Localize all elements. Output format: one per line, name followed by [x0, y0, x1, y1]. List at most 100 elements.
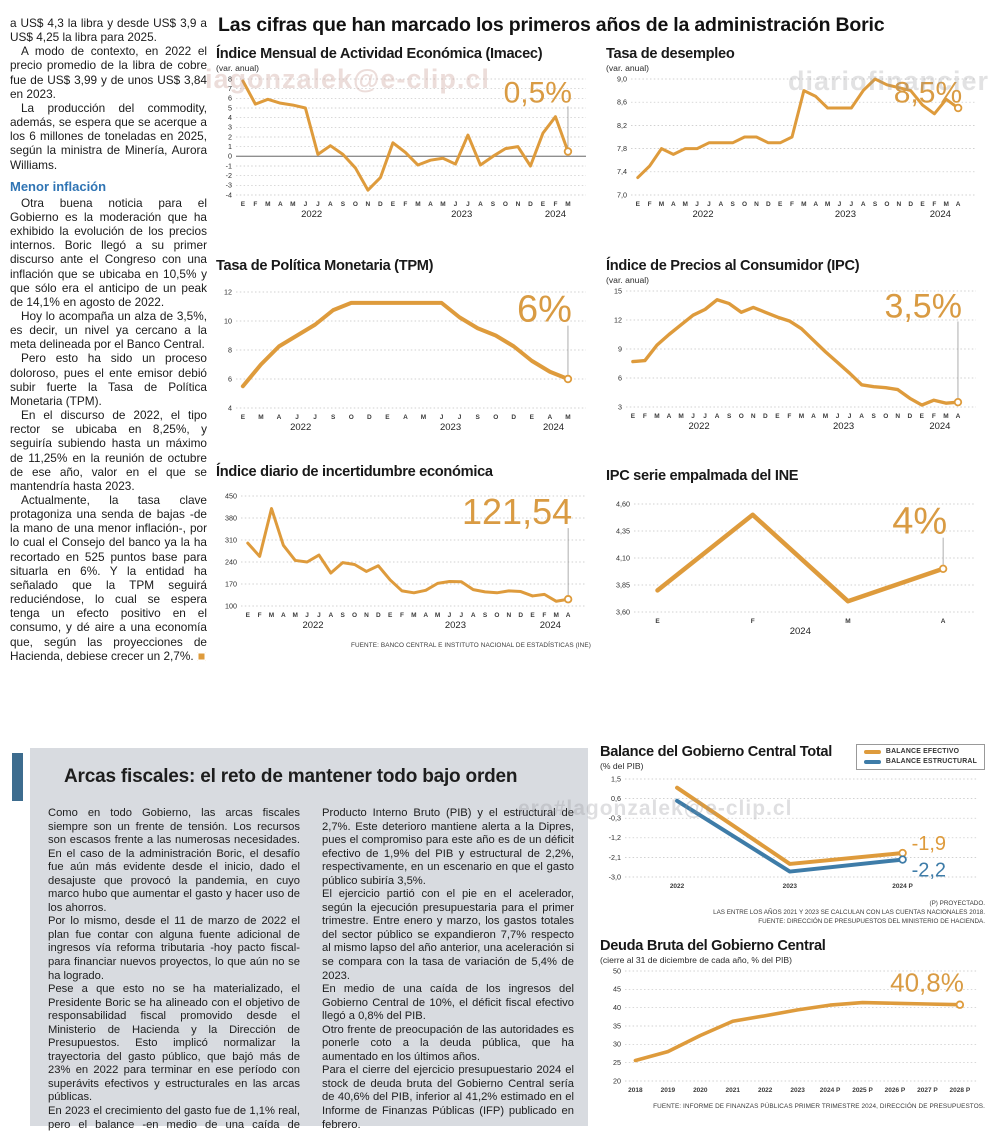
svg-text:M: M [440, 201, 445, 208]
svg-text:E: E [655, 618, 660, 625]
svg-text:6: 6 [228, 374, 232, 383]
svg-text:O: O [883, 413, 888, 420]
svg-text:M: M [845, 618, 850, 625]
svg-text:-3: -3 [226, 181, 232, 190]
svg-text:D: D [763, 413, 768, 420]
svg-text:S: S [483, 612, 488, 619]
svg-text:J: J [317, 612, 321, 619]
svg-text:A: A [423, 612, 428, 619]
svg-text:2023: 2023 [451, 209, 472, 220]
svg-text:2022: 2022 [302, 620, 323, 631]
chart-block-deuda: Deuda Bruta del Gobierno Central (cierre… [600, 938, 985, 1110]
svg-text:2024: 2024 [930, 209, 951, 220]
svg-text:F: F [253, 201, 257, 208]
svg-text:A: A [328, 612, 333, 619]
chart-title: Índice de Precios al Consumidor (IPC) [606, 258, 860, 274]
ipc-ine-chart-canvas: 4,60 4,35 4,10 3,85 3,60 4% E F M A 2024 [616, 499, 976, 637]
svg-text:40,8%: 40,8% [890, 967, 964, 997]
svg-text:E: E [241, 414, 246, 421]
svg-text:M: M [415, 201, 420, 208]
svg-text:E: E [631, 413, 636, 420]
svg-text:J: J [838, 201, 842, 208]
svg-text:12: 12 [614, 315, 622, 324]
svg-text:E: E [530, 414, 535, 421]
chart-title: Deuda Bruta del Gobierno Central [600, 938, 826, 954]
svg-text:A: A [428, 201, 433, 208]
svg-text:D: D [908, 201, 913, 208]
svg-text:7: 7 [228, 84, 232, 93]
svg-text:7,8: 7,8 [617, 144, 627, 153]
svg-text:8,6: 8,6 [617, 98, 627, 107]
svg-text:8,5%: 8,5% [894, 76, 962, 109]
article-end-mark-icon [196, 651, 206, 661]
svg-text:A: A [671, 201, 676, 208]
article-paragraph: Actualmente, la tasa clave protagoniza u… [10, 493, 207, 663]
svg-text:-2,2: -2,2 [912, 860, 946, 882]
svg-text:O: O [739, 413, 744, 420]
svg-text:D: D [511, 414, 516, 421]
svg-text:0,6: 0,6 [611, 794, 621, 803]
svg-text:D: D [907, 413, 912, 420]
svg-text:N: N [364, 612, 369, 619]
svg-text:J: J [454, 201, 458, 208]
svg-text:M: M [943, 413, 948, 420]
article-paragraph: En el discurso de 2022, el tipo rector s… [10, 408, 207, 493]
svg-text:35: 35 [613, 1021, 621, 1030]
svg-text:2022: 2022 [689, 421, 710, 432]
svg-text:O: O [353, 201, 358, 208]
svg-text:M: M [411, 612, 416, 619]
svg-text:J: J [707, 201, 711, 208]
svg-text:J: J [691, 413, 695, 420]
svg-text:A: A [811, 413, 816, 420]
svg-text:2018: 2018 [628, 1087, 643, 1094]
svg-text:2026 P: 2026 P [885, 1087, 906, 1094]
svg-text:D: D [528, 201, 533, 208]
svg-text:M: M [290, 201, 295, 208]
svg-text:12: 12 [224, 287, 232, 296]
chart-block-tpm: Tasa de Política Monetaria (TPM) 12 10 8 6 4… [216, 258, 591, 443]
svg-text:8: 8 [228, 74, 232, 83]
svg-text:M: M [565, 201, 570, 208]
svg-text:3: 3 [618, 402, 622, 411]
chart-sublabel: (var. anual) [606, 275, 649, 286]
svg-text:3,85: 3,85 [616, 580, 630, 589]
svg-text:D: D [378, 201, 383, 208]
svg-text:J: J [305, 612, 309, 619]
article-paragraph: A modo de contexto, en 2022 el precio pr… [10, 44, 207, 101]
svg-text:M: M [683, 201, 688, 208]
svg-text:2022: 2022 [301, 209, 322, 220]
svg-text:2023: 2023 [790, 1087, 805, 1094]
svg-text:380: 380 [225, 513, 237, 522]
note-cuentas-nacionales: LAS ENTRE LOS AÑOS 2021 Y 2023 SE CALCUL… [713, 909, 985, 917]
chart-block-ipc-ine: IPC serie empalmada del INE 4,60 4,35 4,10… [606, 468, 981, 643]
svg-text:S: S [475, 414, 480, 421]
svg-text:M: M [258, 414, 263, 421]
chart-title: Índice Mensual de Actividad Económica (I… [216, 46, 543, 62]
svg-text:S: S [727, 413, 732, 420]
fiscal-section-title: Arcas fiscales: el reto de mantener todo… [64, 766, 518, 787]
svg-text:J: J [836, 413, 840, 420]
svg-text:-4: -4 [226, 190, 232, 199]
legend-label: BALANCE ESTRUCTURAL [885, 758, 977, 765]
svg-text:2020: 2020 [693, 1087, 708, 1094]
svg-text:F: F [787, 413, 791, 420]
svg-text:2: 2 [228, 132, 232, 141]
svg-text:-1: -1 [226, 161, 232, 170]
svg-text:0: 0 [228, 152, 232, 161]
chart-sublabel: (var. anual) [606, 63, 649, 74]
desempleo-chart-canvas: 9,08,68,27,87,47,08,5%E F M A M J J A S O N D E F M A M J… [617, 74, 976, 220]
svg-text:1: 1 [228, 142, 232, 151]
svg-text:2023: 2023 [783, 883, 798, 890]
svg-text:S: S [491, 201, 496, 208]
svg-text:J: J [295, 414, 299, 421]
svg-text:8: 8 [228, 345, 232, 354]
svg-text:S: S [872, 413, 877, 420]
svg-text:E: E [391, 201, 396, 208]
svg-text:2024 P: 2024 P [820, 1087, 841, 1094]
svg-text:9,0: 9,0 [617, 74, 627, 83]
svg-text:O: O [742, 201, 747, 208]
article-paragraph: Como en todo Gobierno, las arcas fiscale… [48, 807, 300, 914]
